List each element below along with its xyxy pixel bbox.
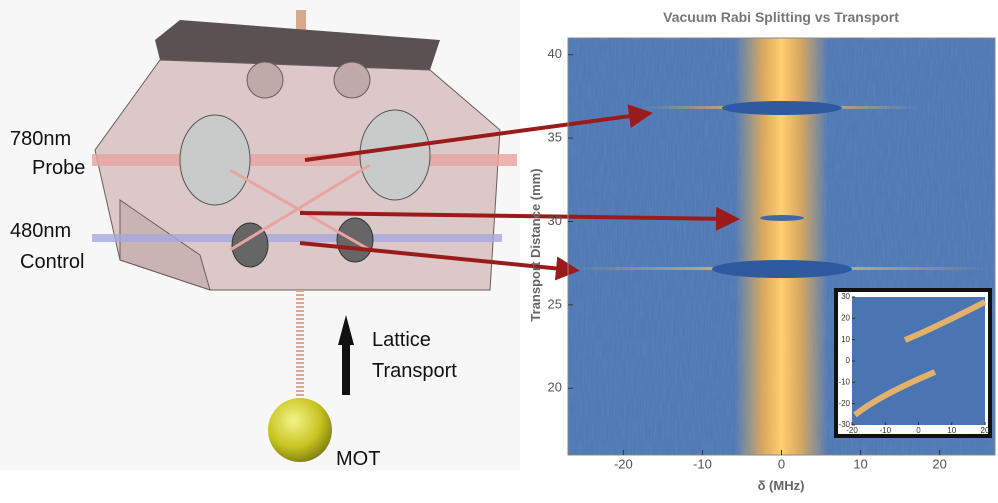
x-tick-label: 10 [853,456,867,471]
y-tick-label: 40 [548,46,562,61]
y-tick-label: 20 [548,380,562,395]
y-tick-label: 30 [841,292,850,301]
y-tick-label: 0 [846,356,851,365]
y-tick-label: 35 [548,130,562,145]
arrow [299,241,580,281]
y-tick-label: 20 [841,313,850,322]
transport-label: Lattice [372,329,431,351]
y-tick-label: -10 [838,377,850,386]
x-tick-label: -20 [846,426,858,435]
probe-label: Probe [32,157,85,179]
control-label: Control [20,251,84,273]
y-tick-label: 25 [548,296,562,311]
x-tick-label: 0 [916,426,921,435]
arrow [299,206,740,231]
y-tick-label: 10 [841,335,850,344]
y-tick-label: -30 [838,420,850,429]
y-axis-label: Transport Distance (mm) [528,168,543,321]
apparatus-diagram [0,0,520,470]
chart-title: Vacuum Rabi Splitting vs Transport [663,9,899,25]
x-tick-label: -10 [879,426,891,435]
y-tick-label: 30 [548,213,562,228]
transport-label: Transport [372,360,457,382]
x-tick-label: 20 [981,426,990,435]
arrow [304,104,653,162]
probe-label: 780nm [10,128,71,150]
x-tick-label: 20 [932,456,946,471]
control-label: 480nm [10,220,71,242]
mot-label: MOT [336,448,380,470]
x-tick-label: -20 [614,456,633,471]
x-axis-label: δ (MHz) [758,478,805,493]
inset-image [852,297,987,425]
x-tick-label: 0 [778,456,785,471]
x-tick-label: -10 [693,456,712,471]
x-tick-label: 10 [947,426,956,435]
heatmap-image [568,38,995,455]
y-tick-label: -20 [838,399,850,408]
